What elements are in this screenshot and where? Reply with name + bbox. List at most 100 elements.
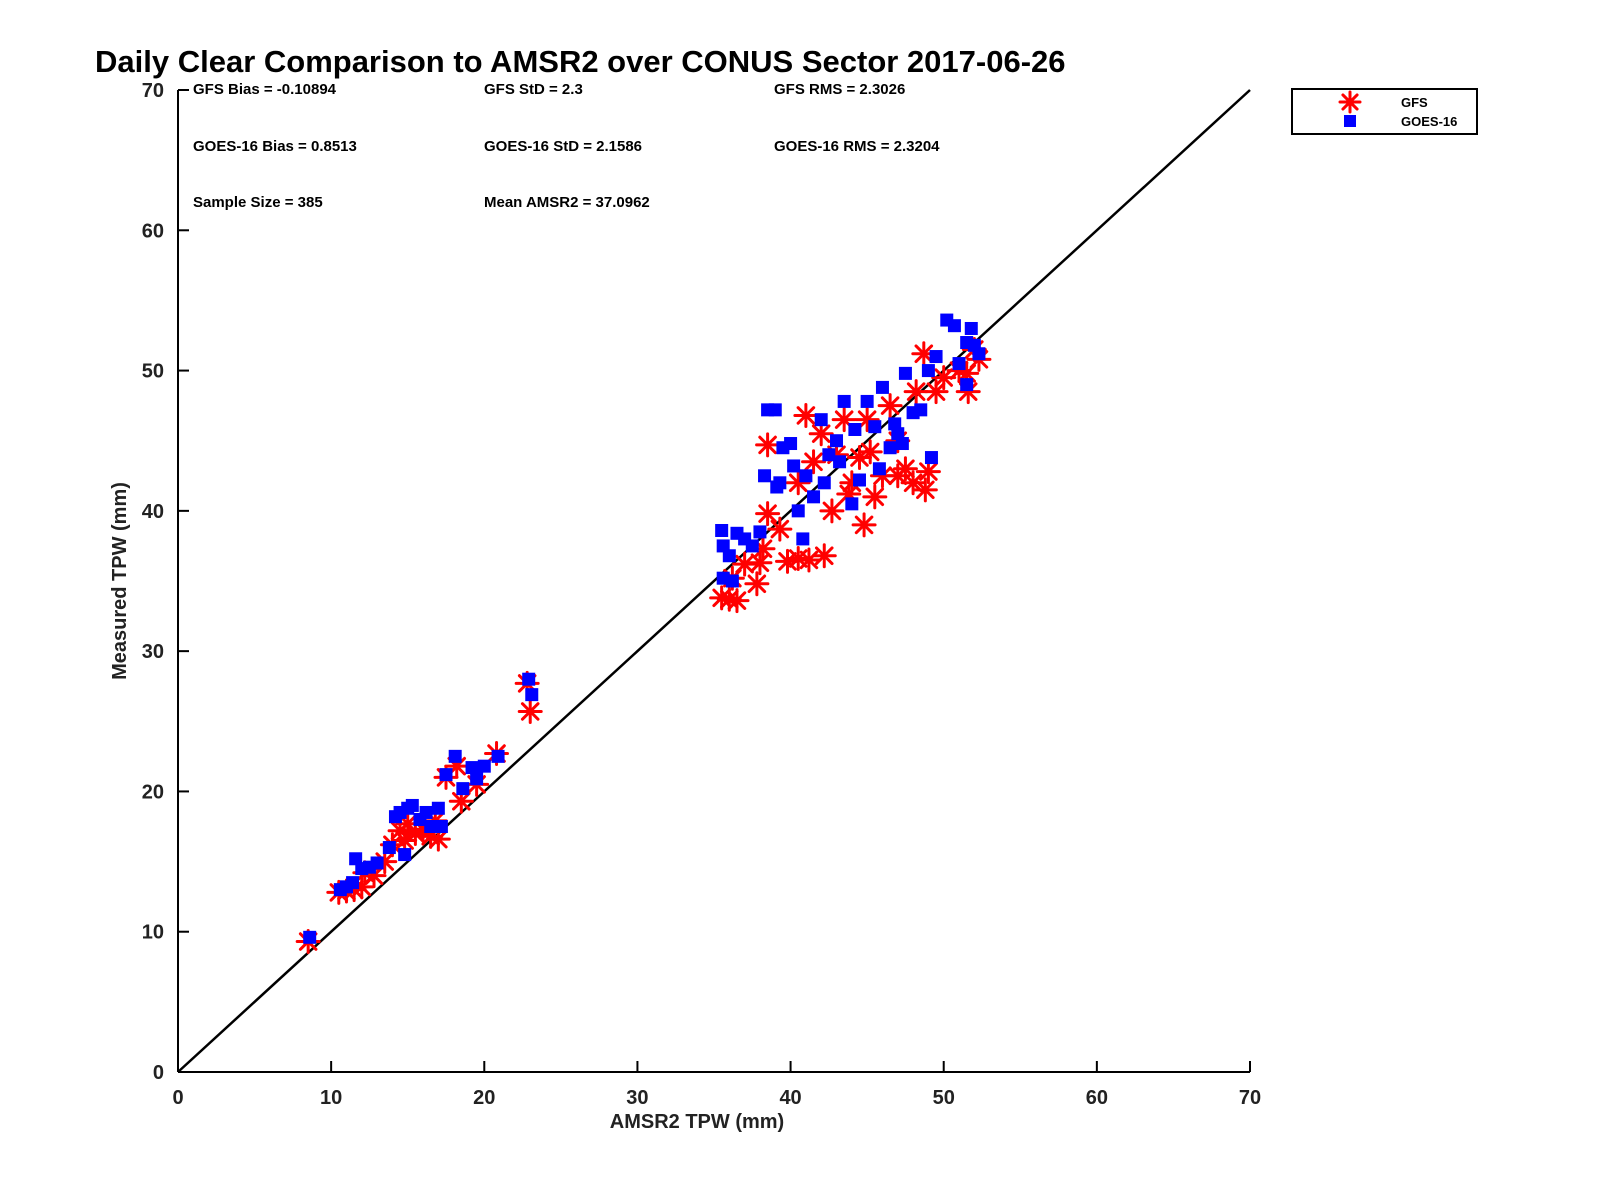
goes16-point [787, 459, 801, 473]
y-tick-label: 40 [142, 501, 164, 523]
gfs-point [862, 484, 888, 510]
y-tick-label: 20 [142, 781, 164, 803]
x-axis-label: AMSR2 TPW (mm) [610, 1111, 784, 1133]
goes16-point [891, 427, 905, 441]
goes16-point [753, 525, 767, 539]
stat-gfs-rms: GFS RMS = 2.3026 [774, 81, 905, 98]
x-tick-label: 30 [626, 1087, 648, 1109]
goes16-point [895, 437, 909, 451]
goes16-point [758, 469, 772, 483]
y-tick-label: 30 [142, 641, 164, 663]
stat-gfs-bias: GFS Bias = -0.10894 [193, 81, 337, 98]
goes16-point [972, 347, 986, 361]
x-ticks: 0 10 20 30 40 50 60 70 [172, 1061, 1261, 1109]
goes16-point [465, 761, 479, 775]
gfs-point [755, 501, 781, 527]
goes16-point [883, 441, 897, 455]
goes16-point [845, 497, 859, 511]
gfs-point [724, 588, 750, 614]
goes16-point [848, 422, 862, 436]
goes16-point [837, 394, 851, 408]
gfs-point [808, 421, 834, 447]
gfs-point [793, 402, 819, 428]
goes16-point [525, 688, 539, 702]
goes16-point [431, 801, 445, 815]
gfs-point [819, 498, 845, 524]
goes16-point [914, 403, 928, 417]
stat-sample-size: Sample Size = 385 [193, 194, 323, 211]
legend-box [1291, 88, 1478, 135]
x-tick-label: 20 [473, 1087, 495, 1109]
goes16-point [868, 420, 882, 434]
goes16-point [346, 876, 360, 890]
goes16-point [960, 378, 974, 392]
goes16-point [725, 574, 739, 588]
x-tick-label: 50 [933, 1087, 955, 1109]
chart-title: Daily Clear Comparison to AMSR2 over CON… [95, 44, 1066, 79]
stat-goes-std: GOES-16 StD = 2.1586 [484, 138, 642, 155]
goes16-point [716, 539, 730, 553]
goes16-point [888, 417, 902, 431]
y-tick-label: 60 [142, 220, 164, 242]
goes16-point [419, 805, 433, 819]
goes16-point [875, 380, 889, 394]
x-tick-label: 10 [320, 1087, 342, 1109]
goes16-point [398, 848, 412, 862]
gfs-point [767, 516, 793, 542]
goes16-point [439, 768, 453, 782]
goes16-point [382, 841, 396, 855]
goes16-point [303, 930, 317, 944]
gfs-point [811, 543, 837, 569]
goes16-point [822, 448, 836, 462]
goes16-point [860, 394, 874, 408]
gfs-point [801, 449, 827, 475]
goes16-point [768, 403, 782, 417]
goes16-point [448, 749, 462, 763]
y-tick-label: 10 [142, 922, 164, 944]
gfs-point [425, 826, 451, 852]
goes16-point [924, 451, 938, 465]
x-tick-label: 60 [1086, 1087, 1108, 1109]
goes16-point [830, 434, 844, 448]
stat-goes-rms: GOES-16 RMS = 2.3204 [774, 138, 940, 155]
y-axis-label: Measured TPW (mm) [109, 482, 131, 680]
gfs-point [912, 477, 938, 503]
plot-area [177, 89, 1251, 1073]
goes16-point [929, 350, 943, 364]
goes16-point [522, 672, 536, 686]
goes16-point [349, 852, 363, 866]
goes16-point [456, 782, 470, 796]
stats-block: GFS Bias = -0.10894 GFS StD = 2.3 GFS RM… [193, 81, 940, 211]
goes16-point [370, 856, 384, 870]
x-tick-label: 0 [172, 1087, 183, 1109]
goes16-point [722, 549, 736, 563]
goes16-point [434, 820, 448, 833]
goes16-point [921, 364, 935, 378]
gfs-point [744, 571, 770, 597]
goes16-point [807, 490, 821, 504]
goes16-point [796, 532, 810, 546]
gfs-point [915, 459, 941, 485]
legend-gfs-label: GFS [1401, 95, 1428, 110]
stat-mean-amsr2: Mean AMSR2 = 37.0962 [484, 194, 650, 211]
legend-goes16-marker [1344, 115, 1356, 127]
goes16-point [405, 798, 419, 812]
gfs-point [796, 547, 822, 573]
goes16-point [817, 476, 831, 490]
goes16-point [833, 455, 847, 469]
goes16-point [872, 462, 886, 476]
goes16-point [947, 319, 961, 333]
stat-gfs-std: GFS StD = 2.3 [484, 81, 583, 98]
goes16-point [791, 504, 805, 518]
goes16-point [952, 357, 966, 371]
goes16-point [770, 480, 784, 494]
gfs-point [755, 432, 781, 458]
goes16-point [491, 749, 505, 763]
gfs-point [846, 445, 872, 471]
y-tick-label: 50 [142, 361, 164, 383]
identity-line [177, 89, 1251, 1073]
gfs-point [851, 512, 877, 538]
goes16-point [470, 772, 484, 786]
legend: GFS GOES-16 [1291, 88, 1478, 135]
